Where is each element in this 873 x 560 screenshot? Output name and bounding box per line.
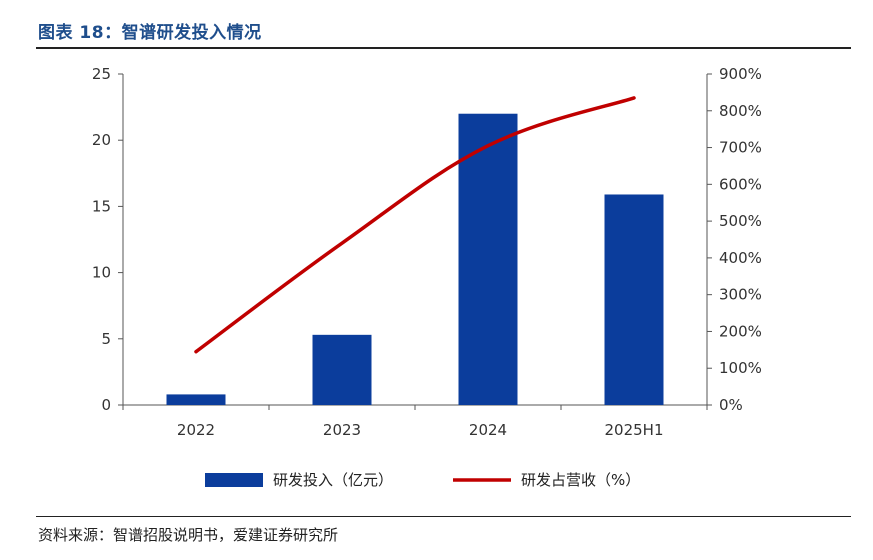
- top-divider: [36, 47, 851, 49]
- left-tick-label: 15: [92, 197, 111, 215]
- right-tick-label: 100%: [719, 359, 762, 377]
- right-tick-label: 400%: [719, 249, 762, 267]
- left-tick-label: 5: [101, 330, 111, 348]
- x-tick-label: 2022: [177, 421, 215, 439]
- right-tick-label: 800%: [719, 102, 762, 120]
- source-note: 资料来源：智谱招股说明书，爱建证券研究所: [38, 526, 339, 544]
- bar: [166, 394, 226, 405]
- left-tick-label: 10: [92, 264, 111, 282]
- line-series: [194, 96, 636, 354]
- bottom-divider: [36, 516, 851, 517]
- right-tick-label: 600%: [719, 175, 762, 193]
- chart-svg: 0 5 10 15 20 25 0% 100% 200% 300% 400% 500% 600% 700%…: [92, 65, 762, 489]
- legend-label-line: 研发占营收（%）: [521, 471, 640, 489]
- right-tick-label: 700%: [719, 139, 762, 157]
- chart-title: 图表 18：智谱研发投入情况: [38, 23, 262, 43]
- right-tick-label: 200%: [719, 322, 762, 340]
- right-tick-label: 500%: [719, 212, 762, 230]
- left-tick-label: 20: [92, 131, 111, 149]
- x-tick-label: 2023: [323, 421, 361, 439]
- right-tick-label: 900%: [719, 65, 762, 83]
- left-tick-label: 0: [101, 396, 111, 414]
- bar: [604, 194, 664, 405]
- legend-label-bar: 研发投入（亿元）: [273, 471, 393, 489]
- x-tick-label: 2024: [469, 421, 507, 439]
- legend-swatch-bar: [205, 473, 263, 487]
- bar: [312, 334, 372, 405]
- right-tick-label: 300%: [719, 286, 762, 304]
- bar: [458, 113, 518, 405]
- x-tick-label: 2025H1: [605, 421, 664, 439]
- left-tick-label: 25: [92, 65, 111, 83]
- right-tick-label: 0%: [719, 396, 743, 414]
